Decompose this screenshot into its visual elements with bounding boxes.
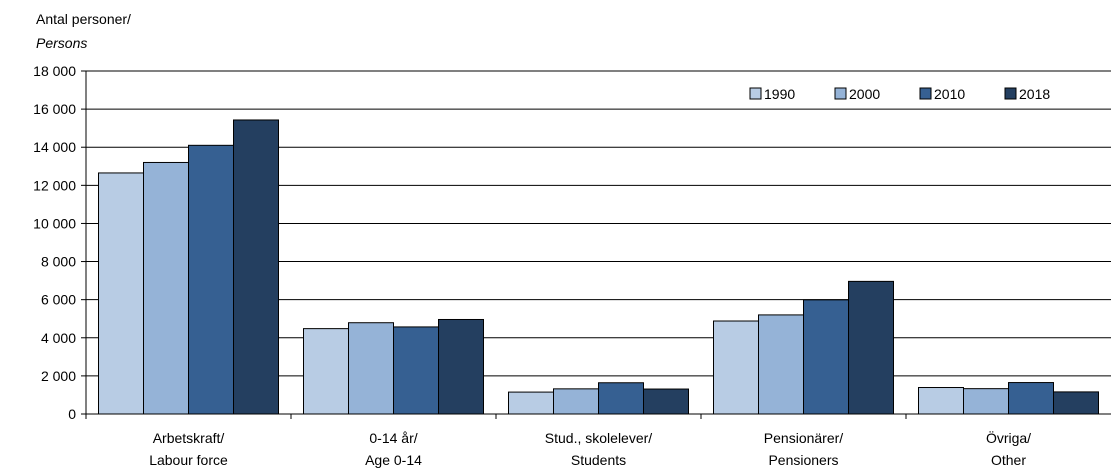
bar-2010-cat-0 [188,144,234,415]
y-tick-label: 2 000 [41,368,76,384]
y-tick-label: 4 000 [41,330,76,346]
x-tick-label-line1: 0-14 år/ [369,430,417,446]
y-tick-labels: 0 2 000 4 000 6 000 8 000 10 000 12 000 14 000 1… [33,63,76,422]
bar-2000-cat-4 [963,388,1009,415]
bar-2000-cat-1 [348,322,394,415]
bar-2010-cat-2 [598,382,644,415]
y-tick-label: 8 000 [41,254,76,270]
legend-label-2000: 2000 [849,86,880,102]
legend-label-2010: 2010 [934,86,965,102]
legend: 1990 2000 2010 2018 [749,86,1050,102]
bar-1990-cat-0 [98,172,144,415]
legend-swatch-2010 [919,87,932,100]
bar-2010-cat-4 [1008,382,1054,415]
bar-1990-cat-3 [713,320,759,415]
x-tick-label-line2: Pensioners [768,452,838,468]
y-tick-label: 0 [68,406,76,422]
bar-2018-cat-0 [233,119,279,415]
y-axis-label-line2: Persons [36,35,88,51]
x-tick-label-line1: Övriga/ [986,429,1031,446]
bar-1990-cat-2 [508,391,554,415]
bar-2000-cat-2 [553,388,599,415]
legend-swatch-2018 [1004,87,1017,100]
bar-2010-cat-1 [393,326,439,415]
bar-2018-cat-4 [1053,391,1099,415]
legend-swatch-2000 [834,87,847,100]
bar-2010-cat-3 [803,299,849,415]
bar-2018-cat-3 [848,280,894,415]
bar-1990-cat-4 [918,387,964,415]
y-tick-label: 18 000 [33,63,76,79]
legend-swatch-1990 [749,87,762,100]
y-tick-label: 6 000 [41,292,76,308]
x-tick-label-line2: Other [991,452,1026,468]
legend-label-2018: 2018 [1019,86,1050,102]
bar-2000-cat-0 [143,161,189,415]
y-tick-label: 16 000 [33,101,76,117]
x-tick-labels: Arbetskraft/Labour force 0-14 år/Age 0-14… [149,429,1031,468]
x-tick-label-line1: Stud., skolelever/ [545,430,652,446]
bars [98,119,1099,415]
x-tick-label-line2: Students [571,452,626,468]
x-tick-label-line2: Age 0-14 [365,452,422,468]
axes [81,70,1111,419]
bar-1990-cat-1 [303,328,349,415]
y-tick-label: 10 000 [33,215,76,231]
legend-label-1990: 1990 [764,86,795,102]
bar-2018-cat-1 [438,318,484,415]
y-axis-label-line1: Antal personer/ [36,11,131,27]
x-tick-label-line2: Labour force [149,452,228,468]
bar-2018-cat-2 [643,388,689,415]
bar-2000-cat-3 [758,314,804,415]
x-tick-label-line1: Pensionärer/ [764,430,843,446]
y-tick-label: 14 000 [33,139,76,155]
y-tick-label: 12 000 [33,177,76,193]
x-tick-label-line1: Arbetskraft/ [153,430,225,446]
